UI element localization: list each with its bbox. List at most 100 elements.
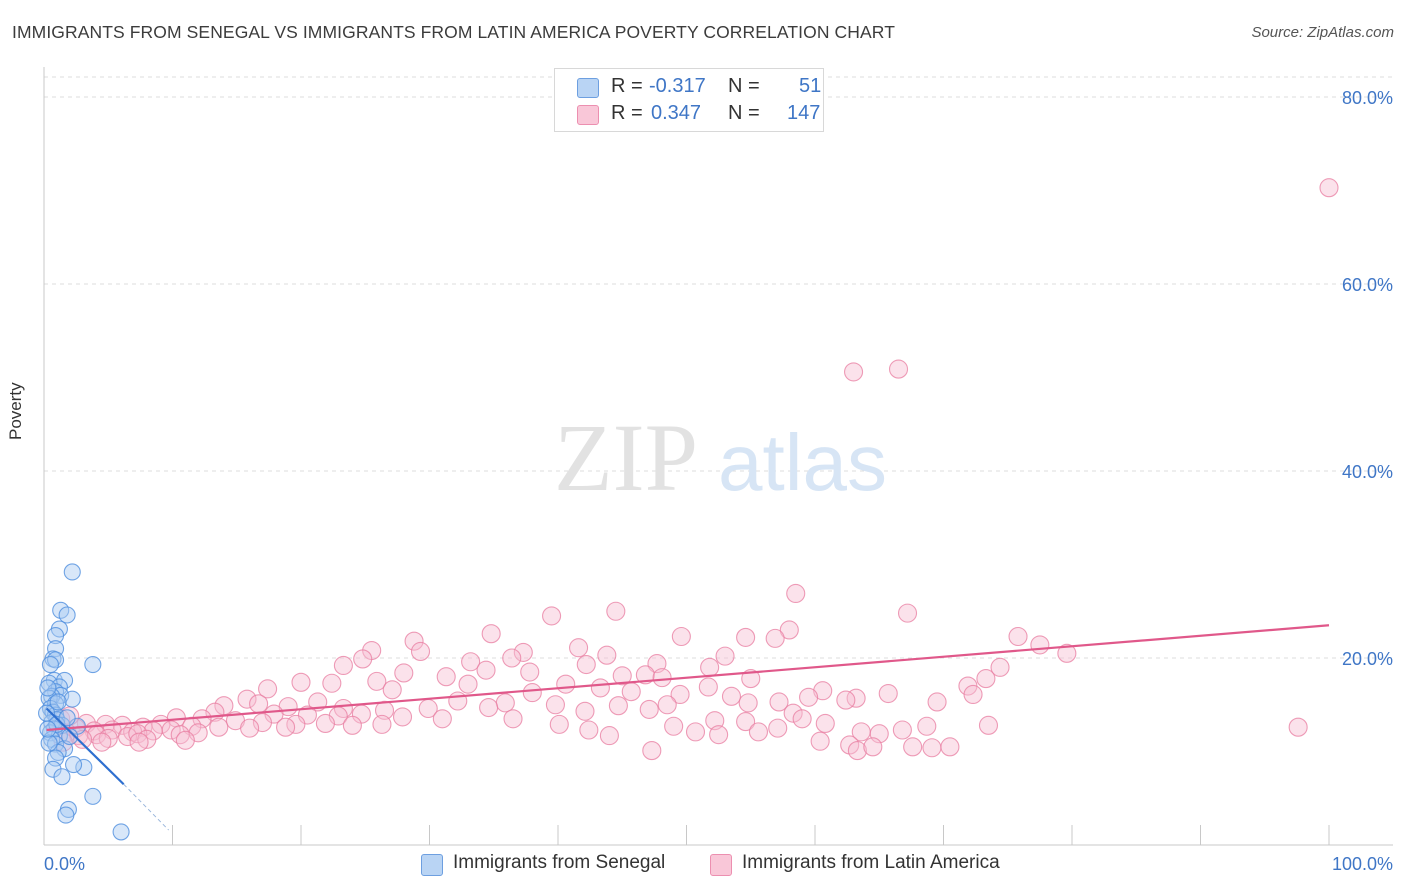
point-latin-america (963, 684, 983, 705)
legend-r-label: R = (611, 75, 643, 97)
point-senegal (58, 606, 76, 624)
point-senegal (75, 758, 93, 776)
point-senegal (58, 709, 76, 727)
legend-swatch-latam (710, 854, 732, 876)
point-latin-america (479, 698, 499, 718)
point-latin-america (715, 646, 735, 666)
point-senegal (49, 693, 67, 711)
point-latin-america (779, 620, 799, 640)
y-tick-label: 40.0% (1342, 462, 1393, 482)
point-latin-america (888, 359, 909, 379)
point-latin-america (810, 731, 830, 751)
trend-lines (45, 624, 1330, 831)
y-tick-label: 60.0% (1342, 275, 1393, 295)
legend-n-value-senegal: 51 (799, 75, 822, 97)
point-latin-america (549, 714, 569, 734)
point-senegal (40, 734, 58, 752)
point-senegal (63, 690, 81, 708)
point-latin-america (458, 674, 478, 694)
watermark-zip: ZIP (554, 404, 698, 511)
point-latin-america (1057, 643, 1077, 663)
point-latin-america (410, 641, 431, 662)
point-latin-america (652, 668, 672, 688)
point-latin-america (657, 695, 677, 715)
point-latin-america (597, 645, 617, 665)
point-latin-america (342, 715, 362, 735)
point-latin-america (768, 718, 788, 738)
point-latin-america (897, 603, 918, 623)
point-latin-america (639, 699, 659, 719)
point-latin-america (252, 712, 273, 733)
series-senegal-points (38, 563, 130, 841)
trend-line-senegal (45, 707, 125, 786)
point-latin-america (481, 624, 501, 644)
point-latin-america (1008, 626, 1028, 647)
point-latin-america (709, 725, 729, 745)
point-latin-america (392, 707, 413, 727)
point-latin-america (863, 737, 883, 757)
point-latin-america (635, 665, 655, 685)
tick-labels: 20.0% 40.0% 60.0% 80.0% 0.0% 100.0% (44, 88, 1393, 874)
point-latin-america (813, 681, 833, 701)
point-senegal (84, 655, 102, 674)
point-latin-america (917, 716, 937, 736)
point-latin-america (670, 684, 690, 705)
point-latin-america (738, 693, 758, 713)
point-latin-america (940, 737, 960, 757)
correlation-legend: R = -0.317 N = 51 R = 0.347 N = 147 (554, 68, 824, 132)
point-latin-america (476, 660, 496, 680)
point-latin-america (556, 674, 576, 694)
point-latin-america (394, 663, 414, 683)
point-latin-america (792, 709, 812, 729)
point-latin-america (903, 737, 923, 757)
point-latin-america (978, 715, 999, 735)
point-latin-america (765, 628, 785, 648)
point-latin-america (291, 672, 311, 692)
point-latin-america (843, 362, 864, 382)
point-latin-america (685, 722, 706, 742)
series-latin-america-points (51, 178, 1339, 761)
point-latin-america (333, 655, 353, 676)
point-latin-america (990, 657, 1010, 677)
trend-line-senegal-extension (123, 783, 170, 831)
point-latin-america (372, 714, 392, 734)
point-latin-america (322, 673, 342, 693)
trend-line-latin-america (46, 624, 1330, 732)
point-latin-america (575, 701, 595, 721)
point-latin-america (606, 601, 626, 621)
point-senegal (39, 679, 57, 697)
point-senegal (63, 563, 81, 581)
point-latin-america (721, 686, 742, 706)
point-latin-america (576, 654, 596, 675)
point-latin-america (436, 667, 456, 687)
point-latin-america (240, 718, 260, 738)
point-latin-america (1288, 717, 1308, 737)
point-latin-america (569, 638, 589, 658)
x-tick-label: 0.0% (44, 854, 85, 874)
point-latin-america (579, 720, 599, 740)
point-senegal (47, 627, 65, 645)
point-latin-america (664, 716, 684, 736)
point-latin-america (783, 703, 803, 723)
point-senegal (47, 749, 65, 767)
legend-swatch-senegal (421, 854, 443, 876)
source-label: Source: ZipAtlas.com (1251, 24, 1394, 41)
point-latin-america (520, 662, 540, 682)
legend-label-senegal: Immigrants from Senegal (453, 852, 666, 873)
point-latin-america (461, 652, 481, 672)
point-latin-america (137, 729, 157, 749)
point-latin-america (741, 669, 761, 689)
point-latin-america (161, 720, 181, 740)
point-senegal (41, 655, 59, 674)
point-latin-america (129, 732, 149, 752)
watermark-atlas: atlas (718, 418, 887, 507)
point-latin-america (315, 713, 335, 734)
point-latin-america (1030, 635, 1050, 655)
point-latin-america (608, 696, 628, 716)
point-latin-america (1319, 178, 1339, 198)
point-latin-america (502, 648, 522, 668)
point-latin-america (209, 717, 229, 737)
point-latin-america (382, 680, 402, 700)
point-latin-america (612, 666, 632, 686)
